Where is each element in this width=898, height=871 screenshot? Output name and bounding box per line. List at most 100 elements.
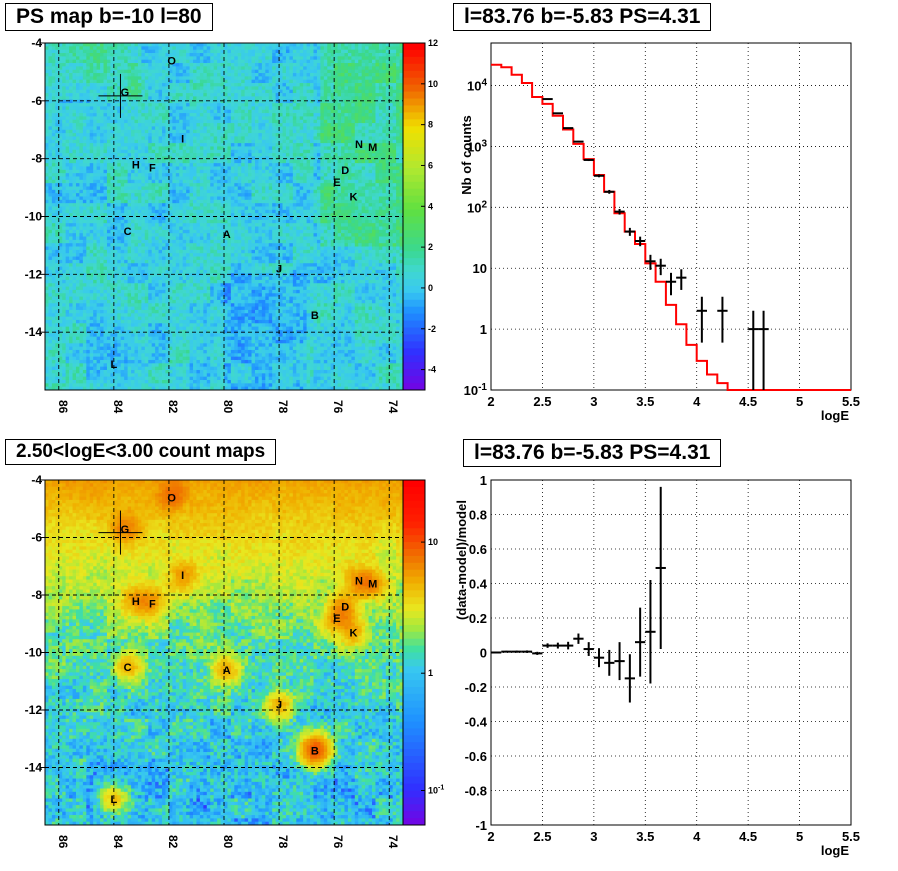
source-label-L: L — [110, 359, 117, 371]
y-tick-label: 0 — [480, 646, 487, 661]
y-tick-label: -4 — [31, 36, 42, 50]
x-tick-label: 80 — [221, 835, 235, 849]
x-tick-label: 86 — [56, 400, 70, 414]
x-tick-label: 5.5 — [842, 394, 860, 409]
colorbar-cell — [403, 119, 425, 126]
data-point — [563, 128, 573, 129]
source-label-F: F — [149, 599, 156, 611]
source-label-L: L — [110, 794, 117, 806]
source-label-H: H — [132, 596, 140, 608]
colorbar-cell — [403, 92, 425, 99]
colorbar-cell — [403, 708, 425, 715]
x-tick-label: 3 — [590, 394, 597, 409]
colorbar-cell — [403, 355, 425, 362]
colorbar-cell — [403, 728, 425, 735]
colorbar-cell — [403, 293, 425, 300]
source-label-M: M — [368, 579, 377, 591]
colorbar-cell — [403, 161, 425, 168]
colorbar-cell — [403, 223, 425, 230]
data-point — [542, 99, 552, 100]
colorbar-cell — [403, 321, 425, 328]
source-label-A: A — [223, 229, 231, 241]
colorbar-cell — [403, 307, 425, 314]
colorbar-cell — [403, 659, 425, 666]
y-tick-label: -0.4 — [465, 715, 488, 730]
x-axis-label: logE — [821, 408, 849, 423]
y-tick-label: -14 — [25, 325, 43, 339]
source-label-J: J — [276, 264, 282, 276]
y-tick-label: -12 — [25, 703, 43, 717]
x-tick-label: 5.5 — [842, 829, 860, 844]
x-tick-label: 80 — [221, 400, 235, 414]
colorbar-cell — [403, 133, 425, 140]
colorbar-cell — [403, 258, 425, 265]
residual-title: l=83.76 b=-5.83 PS=4.31 — [463, 439, 721, 467]
residual-point — [512, 651, 522, 653]
data-point — [584, 159, 594, 161]
colorbar-cell — [403, 632, 425, 639]
colorbar-cell — [403, 577, 425, 584]
source-label-F: F — [149, 162, 156, 174]
colorbar-cell — [403, 279, 425, 286]
colorbar-cell — [403, 140, 425, 147]
x-tick-label: 76 — [331, 835, 345, 849]
colorbar-cell — [403, 237, 425, 244]
colorbar-cell — [403, 687, 425, 694]
source-label-N: N — [355, 576, 363, 588]
x-tick-label: 76 — [331, 400, 345, 414]
data-point — [553, 113, 563, 114]
colorbar-cell — [403, 784, 425, 791]
colorbar-cell — [403, 300, 425, 307]
colorbar-tick-label: 10 — [428, 79, 438, 89]
y-tick-label: 0.4 — [469, 577, 488, 592]
colorbar-tick-label: 10 — [428, 537, 438, 547]
colorbar-cell — [403, 694, 425, 701]
colorbar-cell — [403, 735, 425, 742]
colorbar-cell — [403, 646, 425, 653]
source-label-J: J — [276, 699, 282, 711]
x-tick-label: 74 — [386, 400, 400, 414]
x-tick-label: 84 — [111, 835, 125, 849]
colorbar-cell — [403, 362, 425, 369]
colorbar-cell — [403, 501, 425, 508]
x-tick-label: 2 — [487, 829, 494, 844]
colorbar-tick-label: 8 — [428, 120, 433, 130]
colorbar-cell — [403, 112, 425, 119]
x-tick-label: 84 — [111, 400, 125, 414]
colorbar-cell — [403, 480, 425, 487]
colorbar-cell — [403, 722, 425, 729]
x-tick-label: 4.5 — [739, 829, 757, 844]
colorbar-cell — [403, 653, 425, 660]
colorbar-cell — [403, 763, 425, 770]
colorbar-cell — [403, 168, 425, 175]
colorbar-tick-label: -2 — [428, 324, 436, 334]
colorbar-cell — [403, 376, 425, 383]
colorbar-cell — [403, 715, 425, 722]
x-axis-label: logE — [821, 843, 849, 858]
colorbar-cell — [403, 272, 425, 279]
colorbar-cell — [403, 604, 425, 611]
colorbar-cell — [403, 639, 425, 646]
colorbar-cell — [403, 210, 425, 217]
colorbar-cell — [403, 64, 425, 71]
colorbar-cell — [403, 182, 425, 189]
colorbar-cell — [403, 535, 425, 542]
residual-point — [501, 651, 511, 653]
source-label-C: C — [124, 662, 132, 674]
colorbar-cell — [403, 217, 425, 224]
colorbar-cell — [403, 71, 425, 78]
ps-map-title: PS map b=-10 l=80 — [5, 3, 213, 31]
source-label-I: I — [181, 133, 184, 145]
x-tick-label: 2.5 — [533, 394, 551, 409]
x-tick-label: 5 — [796, 829, 803, 844]
colorbar-cell — [403, 369, 425, 376]
residual-point — [491, 652, 501, 654]
colorbar-cell — [403, 521, 425, 528]
y-tick-label: 102 — [467, 199, 487, 215]
spectrum-title: l=83.76 b=-5.83 PS=4.31 — [453, 3, 711, 31]
colorbar-cell — [403, 673, 425, 680]
colorbar-cell — [403, 154, 425, 161]
colorbar-cell — [403, 818, 425, 825]
colorbar-cell — [403, 487, 425, 494]
x-tick-label: 2 — [487, 394, 494, 409]
